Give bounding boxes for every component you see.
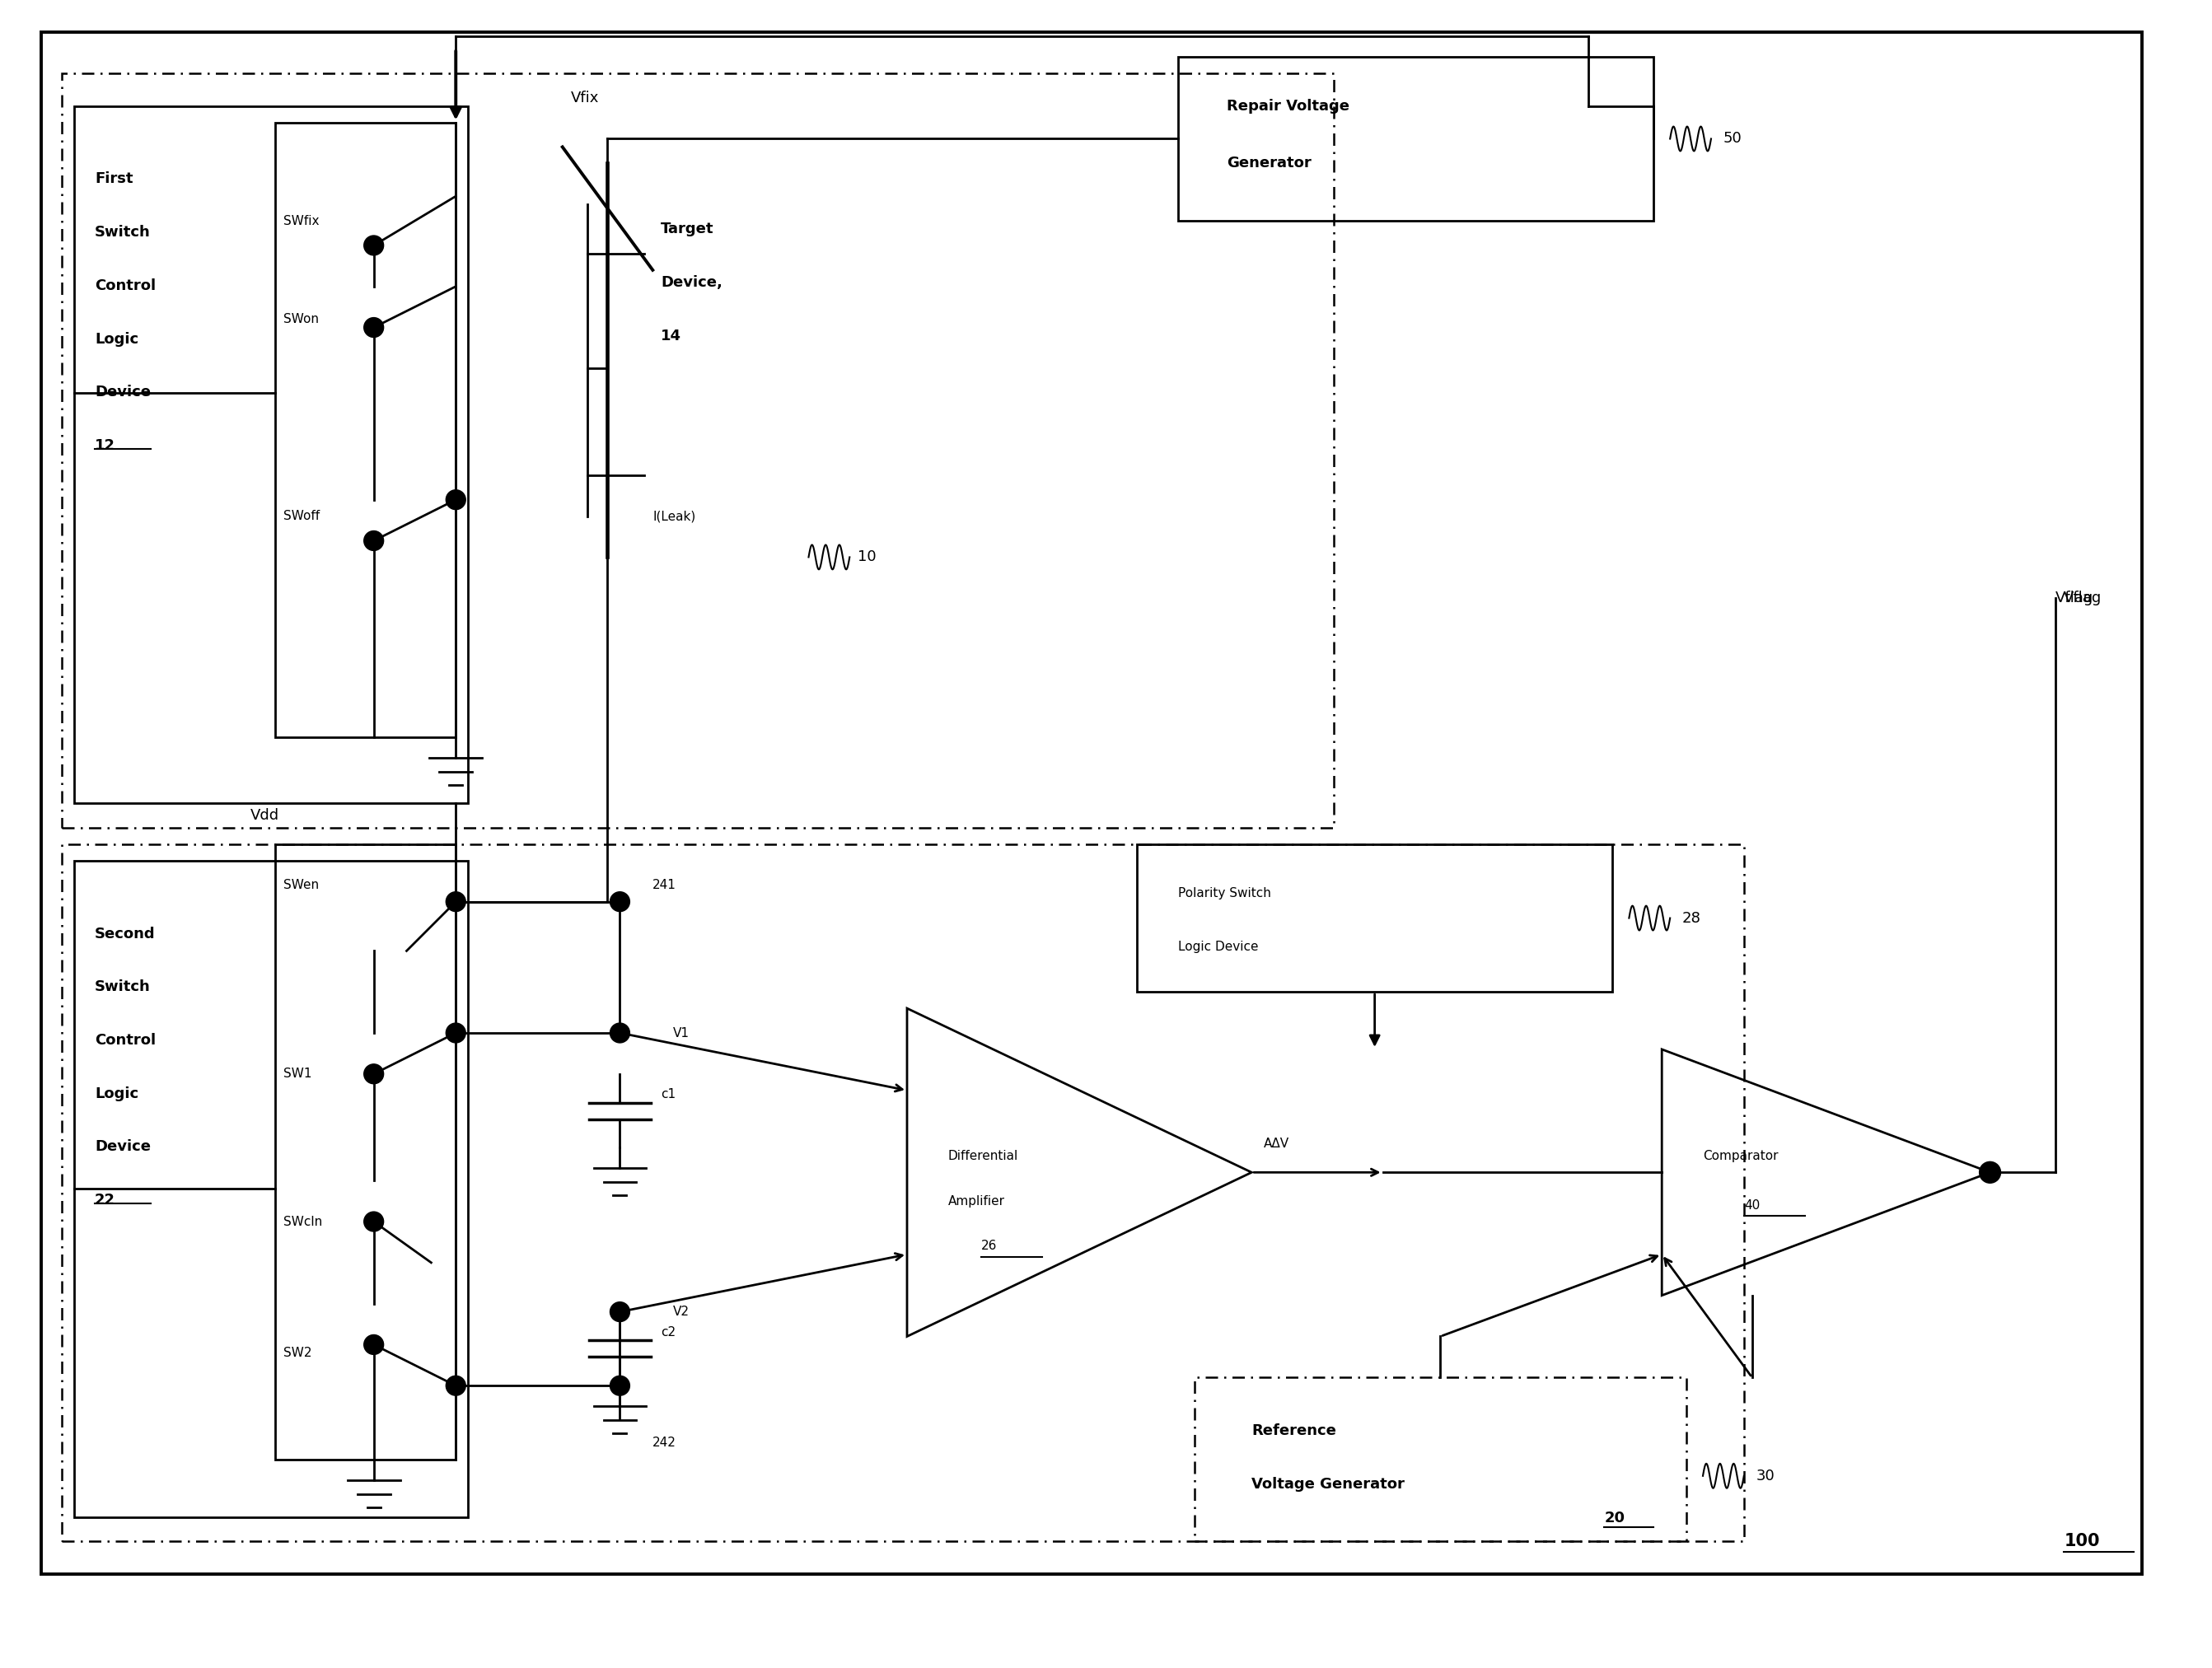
Text: V2: V2	[672, 1306, 690, 1318]
Text: 26: 26	[980, 1239, 998, 1253]
Text: c1: c1	[661, 1088, 677, 1101]
Text: V1: V1	[672, 1027, 690, 1039]
Text: Amplifier: Amplifier	[949, 1194, 1004, 1208]
Text: SWen: SWen	[283, 879, 319, 891]
Text: SWfix: SWfix	[283, 215, 319, 227]
Circle shape	[365, 1064, 383, 1084]
Text: 28: 28	[1683, 911, 1701, 926]
Bar	[1194, 1378, 1686, 1541]
Circle shape	[1980, 1161, 2000, 1183]
Text: Logic: Logic	[95, 1086, 139, 1101]
Bar	[62, 73, 1334, 827]
Text: SWoff: SWoff	[283, 510, 321, 522]
Text: SWon: SWon	[283, 314, 319, 325]
Circle shape	[611, 892, 630, 911]
Text: Reference: Reference	[1252, 1423, 1336, 1438]
Text: Device,: Device,	[661, 275, 723, 290]
Text: Control: Control	[95, 279, 155, 294]
Text: Vfix: Vfix	[571, 90, 599, 105]
Circle shape	[447, 892, 467, 911]
Circle shape	[365, 1334, 383, 1354]
Circle shape	[611, 1303, 630, 1321]
Text: 10: 10	[858, 550, 876, 564]
Bar	[1177, 57, 1655, 220]
Bar	[1137, 844, 1613, 992]
Text: Second: Second	[95, 926, 155, 941]
Text: Vflag: Vflag	[2055, 590, 2095, 605]
Text: Target: Target	[661, 222, 714, 237]
Text: 241: 241	[653, 879, 677, 891]
Text: 242: 242	[653, 1436, 677, 1449]
Text: 50: 50	[1723, 132, 1743, 147]
Circle shape	[447, 490, 467, 509]
Text: 100: 100	[2064, 1533, 2099, 1550]
Circle shape	[447, 1376, 467, 1396]
Text: 20: 20	[1604, 1510, 1626, 1525]
Text: AΔV: AΔV	[1263, 1138, 1290, 1149]
Circle shape	[611, 1376, 630, 1396]
Text: Vflag: Vflag	[2064, 590, 2101, 605]
Text: Logic Device: Logic Device	[1177, 941, 1259, 952]
Text: SW2: SW2	[283, 1346, 312, 1359]
Text: Comparator: Comparator	[1703, 1149, 1778, 1163]
Circle shape	[611, 1022, 630, 1042]
Circle shape	[365, 1211, 383, 1231]
Text: SWcln: SWcln	[283, 1216, 323, 1228]
Text: Logic: Logic	[95, 332, 139, 347]
Text: 40: 40	[1743, 1199, 1761, 1211]
Text: Repair Voltage: Repair Voltage	[1228, 98, 1349, 113]
Text: Switch: Switch	[95, 225, 150, 240]
Text: Generator: Generator	[1228, 157, 1312, 170]
Bar	[75, 107, 469, 804]
Bar	[75, 861, 469, 1516]
Text: 12: 12	[95, 439, 115, 454]
Text: Device: Device	[95, 385, 150, 400]
Text: 14: 14	[661, 329, 681, 344]
Text: 30: 30	[1756, 1468, 1774, 1483]
Text: 22: 22	[95, 1193, 115, 1208]
Circle shape	[365, 317, 383, 337]
Text: First: First	[95, 172, 133, 187]
Text: Vdd: Vdd	[250, 807, 279, 822]
Circle shape	[365, 530, 383, 550]
Bar	[274, 122, 456, 737]
Text: c2: c2	[661, 1326, 677, 1338]
Text: Polarity Switch: Polarity Switch	[1177, 887, 1270, 899]
Bar	[274, 844, 456, 1460]
Text: Switch: Switch	[95, 979, 150, 994]
Bar	[62, 844, 1743, 1541]
Text: Control: Control	[95, 1032, 155, 1048]
Text: I(Leak): I(Leak)	[653, 510, 697, 522]
Text: Voltage Generator: Voltage Generator	[1252, 1476, 1405, 1491]
Circle shape	[447, 1022, 467, 1042]
Text: SW1: SW1	[283, 1068, 312, 1081]
Text: Differential: Differential	[949, 1149, 1018, 1163]
Text: Device: Device	[95, 1139, 150, 1154]
Circle shape	[365, 235, 383, 255]
